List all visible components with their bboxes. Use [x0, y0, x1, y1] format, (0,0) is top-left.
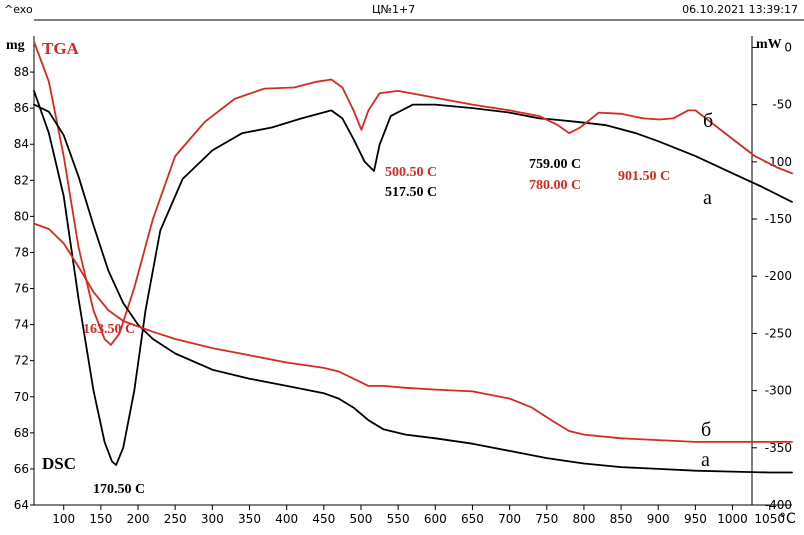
right-axis-unit: mW	[756, 37, 782, 52]
tick-labels: 100 150 200 250 300 350 400 450 500 550 600 650 700 7…	[14, 40, 792, 526]
left-tick-label-84: 84	[14, 137, 29, 151]
left-tick-label-70: 70	[14, 390, 29, 404]
right-tick-label--200: -200	[765, 269, 792, 283]
tga-label: TGA	[42, 39, 80, 58]
left-tick-label-82: 82	[14, 173, 29, 187]
x-axis-unit: °C	[779, 511, 796, 527]
x-tick-label-900: 900	[647, 512, 670, 526]
dsc-label: DSC	[42, 454, 76, 473]
peak-label-759: 759.00 C	[529, 157, 581, 172]
curve-label-dsc-a: а	[703, 187, 712, 209]
x-tick-label-450: 450	[312, 512, 335, 526]
axes	[33, 19, 804, 506]
peak-label-517: 517.50 C	[385, 185, 437, 200]
exo-indicator: ^exo	[4, 3, 33, 16]
window-header: ^exo Ц№1+7 06.10.2021 13:39:17	[0, 0, 804, 20]
x-tick-label-150: 150	[89, 512, 112, 526]
x-tick-label-100: 100	[52, 512, 75, 526]
x-tick-label-750: 750	[535, 512, 558, 526]
x-tick-label-1050: 1050	[754, 512, 785, 526]
x-tick-label-250: 250	[164, 512, 187, 526]
peak-label-170: 170.50 C	[93, 482, 145, 497]
x-tick-label-300: 300	[201, 512, 224, 526]
sample-name: Ц№1+7	[372, 3, 416, 16]
series-tga-a-line	[33, 103, 793, 474]
right-tick-label--50: -50	[772, 98, 792, 112]
x-tick-label-1000: 1000	[717, 512, 748, 526]
left-tick-label-66: 66	[14, 462, 29, 476]
left-tick-label-68: 68	[14, 426, 29, 440]
x-tick-label-850: 850	[610, 512, 633, 526]
curve-label-dsc-b: б	[703, 110, 713, 132]
left-axis-unit: mg	[6, 38, 25, 53]
right-tick-label--350: -350	[765, 441, 792, 455]
peak-label-901: 901.50 C	[618, 169, 670, 184]
right-tick-label-0: 0	[784, 40, 792, 54]
timestamp: 06.10.2021 13:39:17	[682, 3, 798, 16]
right-tick-label--400: -400	[765, 498, 792, 512]
curves	[33, 40, 793, 474]
series-dsc-a-line	[33, 90, 793, 466]
curve-label-tga-b: б	[701, 419, 711, 441]
right-tick-label--300: -300	[765, 384, 792, 398]
left-tick-label-80: 80	[14, 209, 29, 223]
left-tick-label-86: 86	[14, 101, 29, 115]
left-tick-label-74: 74	[14, 318, 29, 332]
series-dsc-b-line	[33, 40, 793, 346]
x-tick-label-550: 550	[387, 512, 410, 526]
right-tick-label--150: -150	[765, 212, 792, 226]
x-tick-label-500: 500	[350, 512, 373, 526]
peak-label-780: 780.00 C	[529, 178, 581, 193]
x-tick-label-200: 200	[127, 512, 150, 526]
x-tick-label-700: 700	[498, 512, 521, 526]
left-tick-label-78: 78	[14, 245, 29, 259]
x-tick-label-650: 650	[461, 512, 484, 526]
peak-label-500: 500.50 C	[385, 165, 437, 180]
curve-label-tga-a: а	[701, 449, 710, 471]
peak-label-163: 163.50 C	[83, 322, 135, 337]
right-tick-label--250: -250	[765, 326, 792, 340]
right-tick-label--100: -100	[765, 155, 792, 169]
x-tick-label-400: 400	[275, 512, 298, 526]
series-tga-b-line	[33, 222, 793, 443]
left-tick-label-64: 64	[14, 498, 29, 512]
left-tick-label-72: 72	[14, 354, 29, 368]
left-tick-label-76: 76	[14, 282, 29, 296]
left-tick-label-88: 88	[14, 65, 29, 79]
x-tick-label-950: 950	[684, 512, 707, 526]
x-tick-label-600: 600	[424, 512, 447, 526]
x-tick-label-350: 350	[238, 512, 261, 526]
x-tick-label-800: 800	[572, 512, 595, 526]
